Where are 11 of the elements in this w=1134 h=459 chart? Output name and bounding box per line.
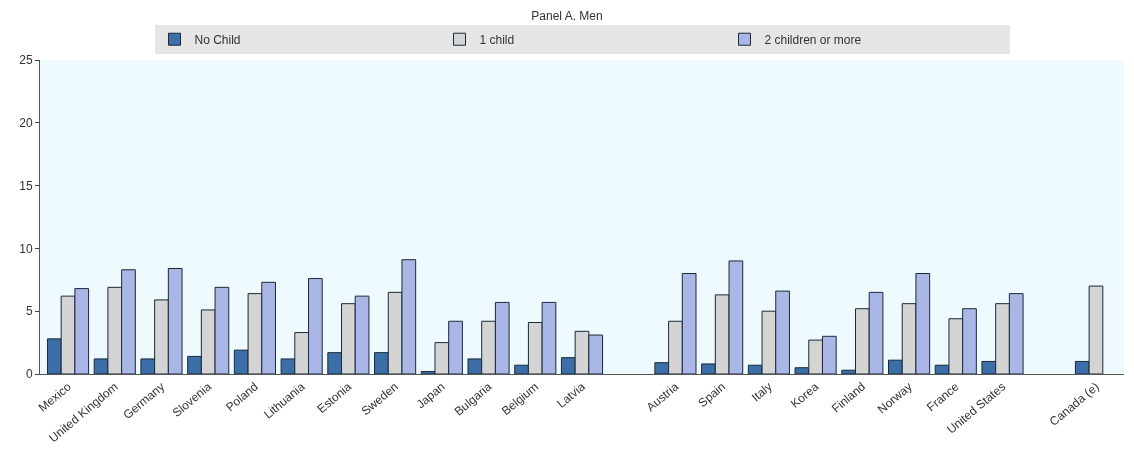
- y-tick-label: 5: [25, 304, 33, 319]
- y-tick-label: 10: [19, 241, 33, 256]
- legend-label: 1 child: [479, 32, 515, 47]
- chart-title: Panel A. Men: [531, 8, 603, 23]
- x-tick-label: Italy: [748, 379, 775, 405]
- legend-label: No Child: [194, 32, 241, 47]
- y-tick-label: 25: [19, 53, 33, 68]
- y-tick-label: 0: [25, 367, 33, 382]
- y-tick-label: 15: [19, 178, 33, 193]
- legend-label: 2 children or more: [764, 32, 862, 47]
- y-tick-label: 20: [19, 116, 33, 130]
